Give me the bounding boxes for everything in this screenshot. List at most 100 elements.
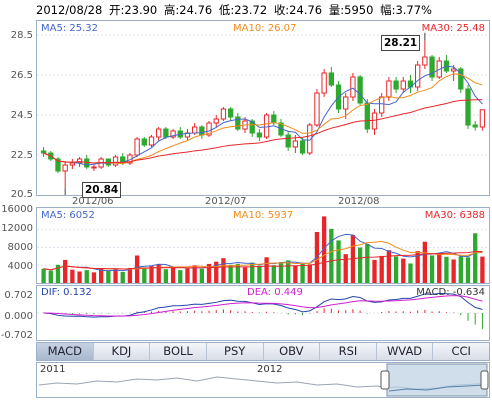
candlestick — [472, 124, 478, 128]
candlestick — [479, 109, 486, 128]
candlestick — [263, 114, 270, 138]
volume-bar — [386, 250, 392, 283]
volume-bar — [437, 253, 442, 283]
candlestick — [40, 150, 47, 154]
volume-bar — [307, 264, 312, 283]
volume-bar — [156, 264, 161, 283]
candlestick — [227, 108, 234, 118]
candlestick — [134, 138, 140, 156]
candlestick — [69, 162, 76, 166]
candlestick — [400, 80, 406, 90]
volume-bar — [206, 263, 212, 283]
candlestick — [292, 140, 299, 148]
volume-bar — [127, 267, 133, 283]
candlestick — [379, 96, 385, 114]
volume-bar — [98, 268, 104, 283]
candlestick — [429, 56, 435, 78]
price-ma30-line — [43, 99, 483, 164]
volume-bar — [264, 257, 269, 283]
volume-bar — [271, 265, 276, 283]
volume-y-tick: 4000 — [7, 261, 33, 272]
volume-bar — [178, 270, 183, 283]
macd-chart — [37, 292, 489, 330]
candlestick — [285, 134, 291, 148]
volume-bar — [77, 271, 82, 283]
volume-bar — [480, 256, 485, 283]
volume-bar — [170, 267, 176, 283]
range-overview[interactable]: 2011 2012 — [36, 362, 490, 398]
macd-y-tick: 0.000 — [4, 311, 33, 322]
volume-bar — [113, 269, 118, 283]
x-tick-june: 2012/06 — [72, 196, 114, 207]
quote-close: 收:24.76 — [273, 3, 323, 17]
tab-cci[interactable]: CCI — [451, 344, 471, 358]
volume-bar — [199, 268, 205, 283]
candlestick — [213, 118, 219, 124]
overview-selected-line — [388, 384, 486, 392]
tab-wvad[interactable]: WVAD — [377, 343, 434, 360]
volume-bar — [451, 259, 456, 283]
tab-macd[interactable]: MACD — [37, 343, 94, 360]
tab-rsi[interactable]: RSI — [320, 343, 377, 360]
overview-label-2011: 2011 — [40, 364, 66, 375]
volume-bar — [473, 233, 478, 283]
macd-dea-label: DEA: 0.449 — [247, 287, 303, 298]
volume-ma10-label: MA10: 5937 — [233, 210, 294, 221]
volume-bar — [70, 269, 75, 283]
overview-label-2012: 2012 — [257, 364, 283, 375]
candlestick — [141, 138, 147, 146]
candlestick — [156, 128, 162, 138]
volume-bar — [365, 243, 370, 283]
tab-obv[interactable]: OBV — [264, 343, 321, 360]
candlestick — [249, 120, 255, 134]
tab-boll[interactable]: BOLL — [150, 343, 207, 360]
candlestick — [299, 140, 306, 154]
macd-panel[interactable]: DIF: 0.132 DEA: 0.449 MACD: -0.634 — [36, 285, 490, 341]
volume-y-tick: 12000 — [1, 223, 33, 234]
candlestick — [112, 156, 119, 166]
volume-bar — [185, 268, 190, 283]
candlestick — [256, 132, 263, 138]
tab-kdj[interactable]: KDJ — [94, 343, 151, 360]
candlestick — [235, 116, 241, 130]
quote-date: 2012/08/28 — [36, 3, 103, 17]
candlestick — [120, 156, 126, 164]
volume-bar — [142, 267, 147, 283]
candlestick — [321, 72, 327, 94]
candlestick — [148, 136, 155, 146]
volume-panel[interactable]: MA5: 6052 MA10: 5937 MA30: 6388 — [36, 207, 490, 284]
candlestick — [199, 126, 205, 136]
volume-bar — [415, 251, 420, 283]
volume-bar — [286, 260, 291, 283]
volume-bar — [120, 271, 125, 283]
volume-bar — [192, 265, 197, 283]
volume-bar — [250, 262, 255, 283]
macd-dif-label: DIF: 0.132 — [41, 287, 92, 298]
candlestick — [371, 112, 378, 130]
macd-y-tick: -0.702 — [0, 330, 33, 341]
candlestick — [314, 92, 320, 126]
volume-bar — [63, 259, 68, 283]
macd-dea-line — [43, 295, 483, 317]
quote-header: 2012/08/28 开:23.90 高:24.76 低:23.72 收:24.… — [36, 2, 435, 18]
x-tick-august: 2012/08 — [338, 196, 380, 207]
volume-bar — [84, 270, 89, 283]
candlestick — [328, 72, 334, 86]
volume-bar — [41, 268, 46, 283]
low-callout: 20.84 — [82, 182, 122, 198]
range-handle-left[interactable] — [380, 370, 390, 390]
price-panel[interactable]: MA5: 25.32 MA10: 26.07 MA30: 25.48 28.21… — [36, 20, 490, 198]
range-selection[interactable] — [386, 363, 488, 397]
volume-bar — [278, 262, 284, 283]
indicator-tabs: MACD KDJ BOLL PSY OBV RSI WVAD CCI — [36, 342, 490, 361]
volume-bar — [429, 255, 435, 283]
candlestick — [450, 68, 457, 72]
range-handle-right[interactable] — [480, 370, 489, 390]
candlestick — [350, 76, 356, 98]
volume-ma5-label: MA5: 6052 — [41, 210, 95, 221]
tab-psy[interactable]: PSY — [207, 343, 264, 360]
candlestick — [364, 102, 370, 130]
volume-bar — [55, 264, 61, 283]
candlestick — [357, 76, 363, 104]
candlestick — [76, 158, 83, 164]
